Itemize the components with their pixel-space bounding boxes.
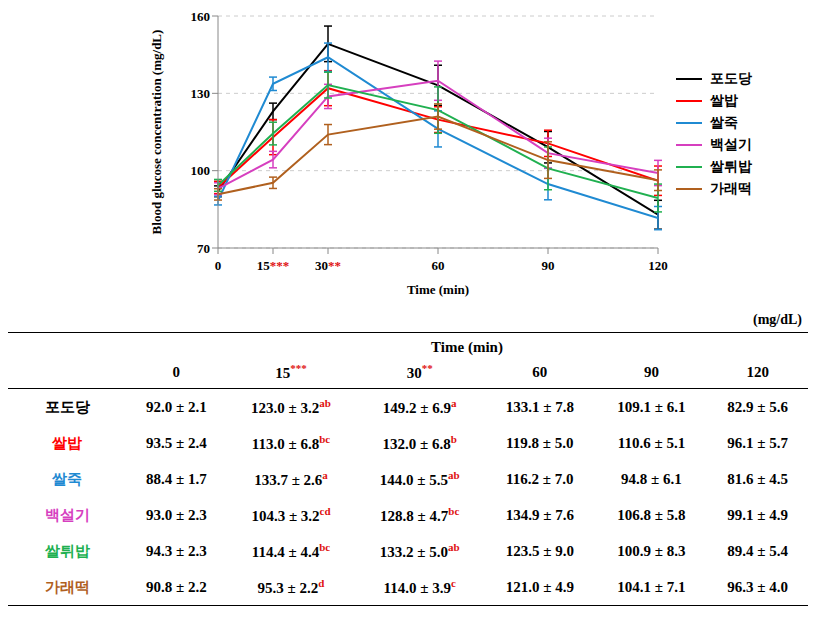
html-text:95.3 ± 2.2d: 95.3 ± 2.2d: [257, 577, 325, 596]
svg-text:Time (min): Time (min): [407, 282, 469, 297]
svg-text:90: 90: [542, 258, 555, 273]
html-text:포도당: 포도당: [710, 71, 752, 86]
html-text:94.3 ± 2.3: 94.3 ± 2.3: [146, 542, 207, 559]
html-text:110.6 ± 5.1: 110.6 ± 5.1: [617, 434, 686, 451]
html-text:104.1 ± 7.1: 104.1 ± 7.1: [617, 578, 686, 595]
html-text:113.0 ± 6.8bc: 113.0 ± 6.8bc: [251, 433, 331, 452]
html-text:119.8 ± 5.0: 119.8 ± 5.0: [506, 434, 574, 451]
html-text:쌀죽: 쌀죽: [52, 470, 82, 487]
html-text:Time (min): Time (min): [431, 339, 503, 355]
html-text:114.4 ± 4.4bc: 114.4 ± 4.4bc: [251, 541, 331, 560]
html-text:(mg/dL): (mg/dL): [753, 312, 802, 327]
html-text:100.9 ± 8.3: 100.9 ± 8.3: [617, 542, 686, 559]
html-text:93.5 ± 2.4: 93.5 ± 2.4: [146, 434, 207, 451]
html-text:133.7 ± 2.6a: 133.7 ± 2.6a: [254, 469, 328, 488]
svg-text:0: 0: [215, 258, 222, 273]
html-text:123.0 ± 3.2ab: 123.0 ± 3.2ab: [251, 397, 331, 416]
html-text:120: 120: [746, 363, 769, 380]
svg-text:160: 160: [191, 9, 211, 24]
html-text:88.4 ± 1.7: 88.4 ± 1.7: [146, 470, 207, 487]
html-text:백설기: 백설기: [44, 506, 90, 523]
html-text:132.0 ± 6.8b: 132.0 ± 6.8b: [382, 433, 457, 452]
html-text:116.2 ± 7.0: 116.2 ± 7.0: [506, 470, 574, 487]
html-text:96.1 ± 5.7: 96.1 ± 5.7: [727, 434, 788, 451]
html-text:133.1 ± 7.8: 133.1 ± 7.8: [505, 398, 574, 415]
html-text:쌀밥: 쌀밥: [52, 434, 82, 451]
html-text:121.0 ± 4.9: 121.0 ± 4.9: [505, 578, 574, 595]
html-text:쌀튀밥: 쌀튀밥: [710, 159, 752, 174]
svg-text:70: 70: [197, 241, 210, 256]
html-text:60: 60: [532, 363, 548, 380]
html-text:90: 90: [644, 363, 659, 380]
html-text:104.3 ± 3.2cd: 104.3 ± 3.2cd: [251, 505, 331, 524]
html-text:114.0 ± 3.9c: 114.0 ± 3.9c: [383, 577, 456, 596]
html-text:109.1 ± 6.1: 109.1 ± 6.1: [617, 398, 686, 415]
svg-text:30**: 30**: [315, 258, 341, 273]
html-text:15***: 15***: [275, 362, 307, 381]
html-text:92.0 ± 2.1: 92.0 ± 2.1: [146, 398, 207, 415]
html-text:133.2 ± 5.0ab: 133.2 ± 5.0ab: [379, 541, 460, 560]
html-text:가래떡: 가래떡: [44, 578, 90, 595]
html-text:134.9 ± 7.6: 134.9 ± 7.6: [505, 506, 574, 523]
html-text:쌀튀밥: 쌀튀밥: [44, 542, 90, 559]
html-text:82.9 ± 5.6: 82.9 ± 5.6: [727, 398, 788, 415]
html-text:30**: 30**: [406, 362, 433, 381]
svg-text:15***: 15***: [257, 258, 290, 273]
html-text:96.3 ± 4.0: 96.3 ± 4.0: [727, 578, 788, 595]
html-text:쌀밥: 쌀밥: [710, 93, 738, 108]
html-text:123.5 ± 9.0: 123.5 ± 9.0: [505, 542, 574, 559]
html-text:0: 0: [172, 363, 181, 380]
html-text:가래떡: 가래떡: [710, 181, 752, 196]
html-text:106.8 ± 5.8: 106.8 ± 5.8: [617, 506, 686, 523]
html-text:94.8 ± 6.1: 94.8 ± 6.1: [621, 470, 682, 487]
svg-text:120: 120: [648, 258, 668, 273]
html-text:128.8 ± 4.7bc: 128.8 ± 4.7bc: [380, 505, 460, 524]
html-text:89.4 ± 5.4: 89.4 ± 5.4: [727, 542, 788, 559]
html-text:쌀죽: 쌀죽: [710, 115, 738, 130]
html-text:90.8 ± 2.2: 90.8 ± 2.2: [146, 578, 207, 595]
svg-text:Blood glucose concentration (m: Blood glucose concentration (mg/dL): [149, 30, 164, 235]
html-text:포도당: 포도당: [44, 398, 90, 415]
html-text:149.2 ± 6.9a: 149.2 ± 6.9a: [382, 397, 457, 416]
svg-text:100: 100: [191, 163, 211, 178]
html-text:백설기: 백설기: [710, 137, 752, 152]
html-text:93.0 ± 2.3: 93.0 ± 2.3: [146, 506, 207, 523]
html-text:99.1 ± 4.9: 99.1 ± 4.9: [727, 506, 788, 523]
svg-text:130: 130: [191, 86, 211, 101]
svg-text:60: 60: [432, 258, 445, 273]
html-text:144.0 ± 5.5ab: 144.0 ± 5.5ab: [379, 469, 460, 488]
html-text:81.6 ± 4.5: 81.6 ± 4.5: [727, 470, 788, 487]
